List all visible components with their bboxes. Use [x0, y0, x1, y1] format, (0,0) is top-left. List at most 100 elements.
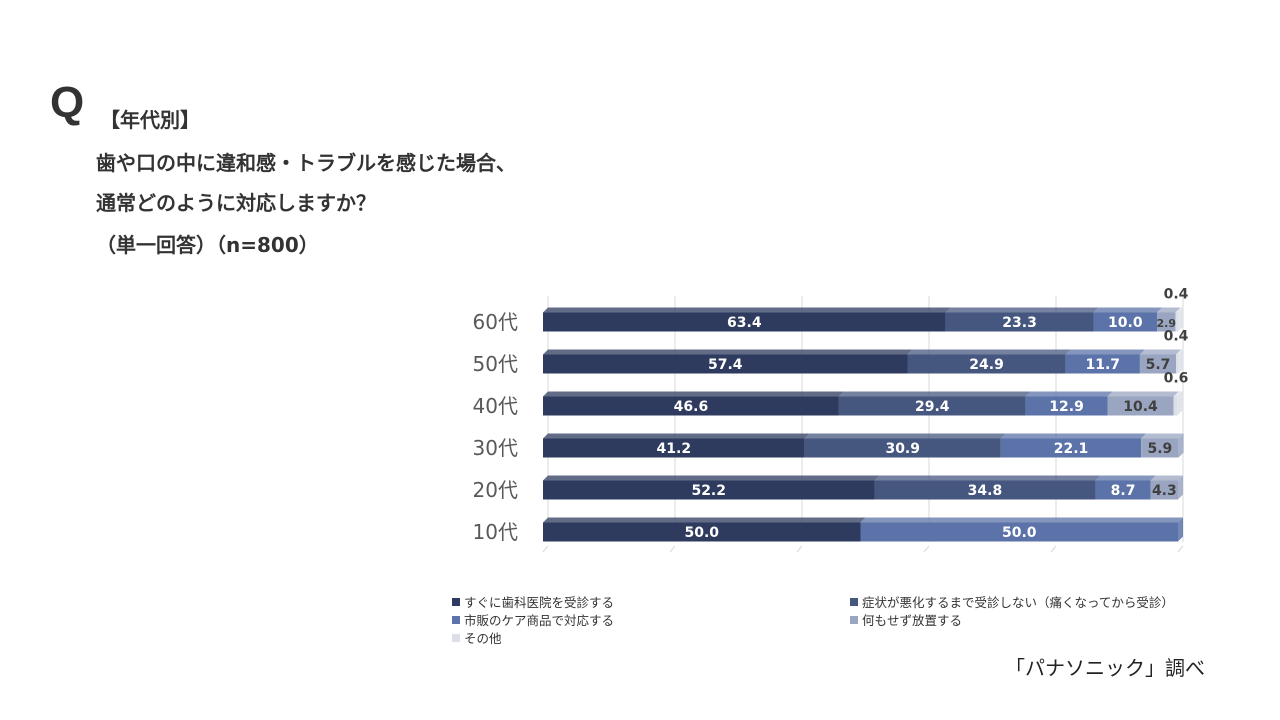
bar-segment-top: [1157, 307, 1181, 313]
bar-segment-top: [1176, 349, 1184, 355]
bar-segment: [1107, 396, 1174, 416]
bar-segment: [838, 396, 1026, 416]
bar-segment: [874, 480, 1096, 500]
bar-segment-top: [945, 307, 1099, 313]
data-label: 52.2: [691, 483, 726, 499]
bar-segment-top: [1000, 433, 1147, 439]
legend-label: 市販のケア商品で対応する: [464, 613, 615, 628]
bar-segment: [907, 354, 1066, 374]
data-label: 8.7: [1111, 483, 1136, 499]
bar-segment-top: [1150, 475, 1183, 481]
category-tick-label: 30代: [473, 436, 518, 460]
data-label: 41.2: [657, 441, 692, 457]
category-tick-label: 60代: [473, 310, 518, 334]
bar-end-face: [1178, 475, 1183, 500]
legend-label: 何もせず放置する: [862, 613, 963, 628]
legend-label: その他: [464, 631, 502, 646]
bar-segment-top: [907, 349, 1071, 355]
question-mark: Q: [50, 78, 85, 127]
legend-label: 症状が悪化するまで受診しない（痛くなってから受診）: [862, 595, 1174, 610]
bar-segment: [1025, 396, 1108, 416]
bar-segment-top: [543, 349, 913, 355]
legend-item: すぐに歯科医院を受診する: [452, 592, 614, 611]
data-label: 12.9: [1049, 399, 1084, 415]
bar-segment-top: [1173, 391, 1183, 397]
bar-segment-top: [1107, 391, 1179, 397]
gridline-base: [1177, 545, 1184, 553]
legend-swatch: [452, 633, 460, 642]
category-tick-label: 40代: [473, 394, 518, 418]
bar-segment: [543, 522, 861, 542]
bar-segment: [1000, 438, 1142, 458]
bar-segment: [543, 438, 805, 458]
bar-segment-top: [543, 391, 844, 397]
bar-segment-top: [860, 517, 1183, 523]
legend-item: その他: [452, 628, 502, 647]
bar-segment: [543, 354, 908, 374]
question-text-line1: 歯や口の中に違和感・トラブルを感じた場合、: [96, 151, 516, 175]
gridline-base: [1050, 545, 1057, 553]
bar-segment: [543, 480, 875, 500]
data-label: 34.8: [968, 483, 1003, 499]
data-label: 0.6: [1164, 371, 1189, 387]
bar-end-face: [1178, 517, 1183, 542]
legend-item: 症状が悪化するまで受診しない（痛くなってから受診）: [850, 592, 1174, 611]
bar-segment: [543, 396, 839, 416]
bar-segment: [1095, 480, 1151, 500]
data-label: 46.6: [674, 399, 709, 415]
data-label: 23.3: [1002, 315, 1037, 331]
bar-segment-top: [1139, 349, 1182, 355]
bar-segment: [1175, 312, 1178, 332]
category-tick-label: 10代: [473, 520, 518, 544]
bar-segment: [945, 312, 1094, 332]
data-label: 11.7: [1085, 357, 1120, 373]
data-label: 0.4: [1164, 329, 1189, 345]
category-tick-label: 50代: [473, 352, 518, 376]
bar-segment-top: [543, 517, 866, 523]
bar-segment: [1157, 312, 1176, 332]
bar-segment-top: [1065, 349, 1145, 355]
bar-segment: [1150, 480, 1178, 500]
bar-segment-top: [874, 475, 1101, 481]
data-label: 57.4: [708, 357, 743, 373]
question-text-line2: 通常どのように対応しますか？: [96, 191, 376, 215]
data-label: 22.1: [1054, 441, 1089, 457]
gridline-base: [669, 545, 676, 553]
data-label: 24.9: [969, 357, 1004, 373]
data-label: 30.9: [885, 441, 920, 457]
data-label: 29.4: [915, 399, 950, 415]
legend-swatch: [452, 597, 460, 606]
bar-segment-top: [1093, 307, 1163, 313]
legend-item: 市販のケア商品で対応する: [452, 610, 614, 629]
bar-segment: [1176, 354, 1179, 374]
source-credit: 「パナソニック」調べ: [1005, 656, 1205, 680]
bar-segment-top: [543, 307, 951, 313]
bar-segment: [1141, 438, 1179, 458]
legend-label: すぐに歯科医院を受診する: [464, 595, 615, 610]
bar-segment-top: [1095, 475, 1156, 481]
data-label: 10.4: [1123, 399, 1158, 415]
gridline-base: [542, 545, 549, 553]
data-label: 50.0: [684, 525, 719, 541]
bar-end-face: [1178, 433, 1184, 458]
legend-item: 何もせず放置する: [850, 610, 962, 629]
gridline-base: [923, 545, 930, 553]
bar-segment: [1139, 354, 1177, 374]
data-label: 10.0: [1108, 315, 1143, 331]
legend-swatch: [850, 597, 858, 606]
question-tag: 【年代別】: [100, 108, 200, 132]
bar-end-face: [1177, 391, 1183, 416]
bar-segment-top: [543, 433, 810, 439]
data-label: 50.0: [1002, 525, 1037, 541]
bar-segment-top: [1175, 307, 1183, 313]
gridline-base: [796, 545, 803, 553]
data-label: 5.9: [1147, 441, 1172, 457]
data-label: 63.4: [727, 315, 762, 331]
bar-segment: [1065, 354, 1140, 374]
bar-segment-top: [543, 475, 880, 481]
bar-end-face: [1178, 349, 1184, 374]
bar-segment: [860, 522, 1178, 542]
bar-segment-top: [804, 433, 1006, 439]
bar-segment: [1173, 396, 1178, 416]
